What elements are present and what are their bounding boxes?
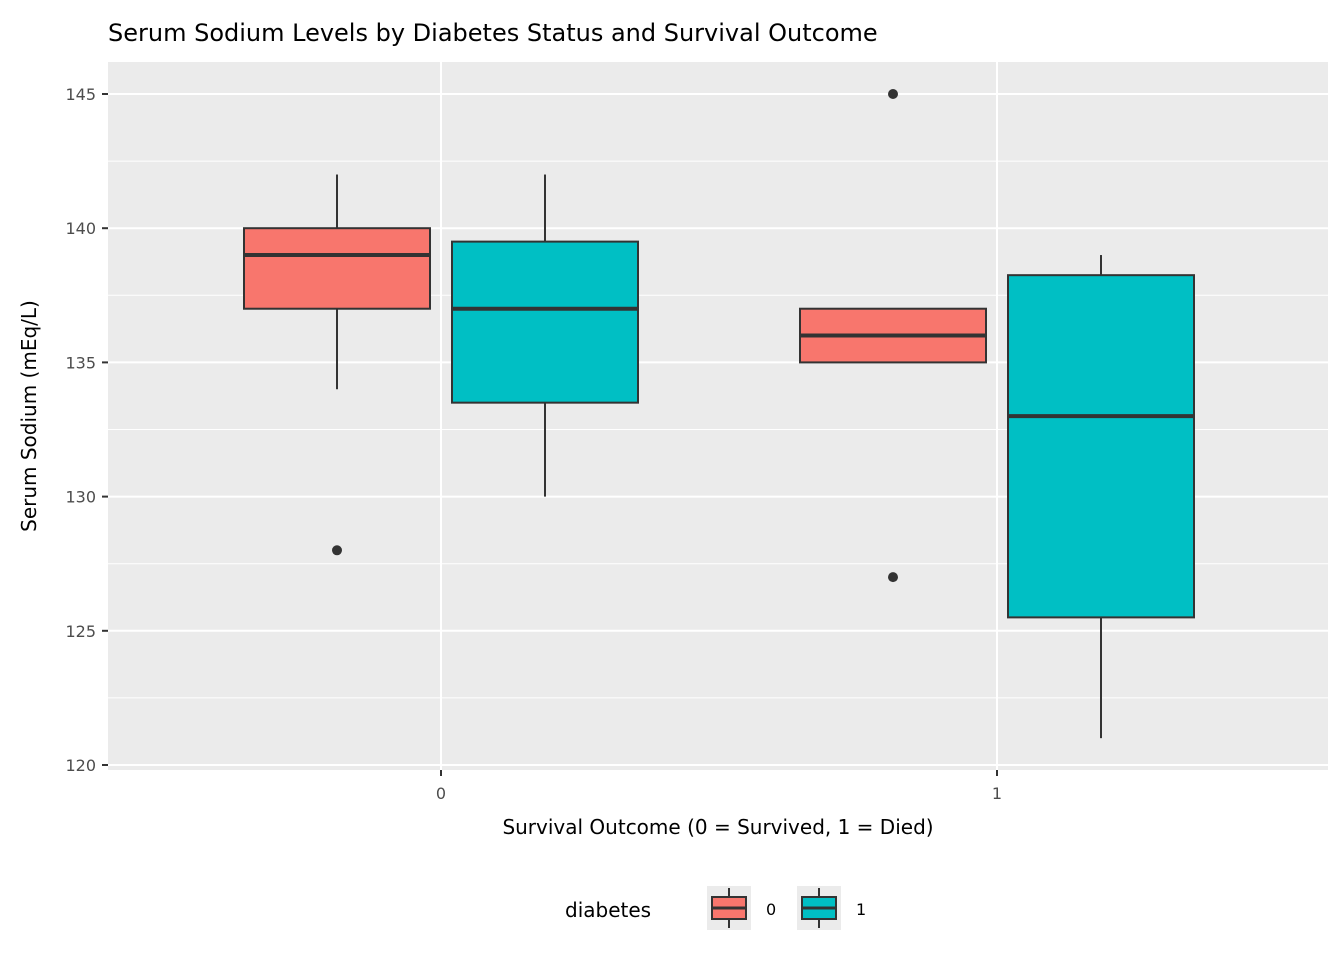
chart-title: Serum Sodium Levels by Diabetes Status a…: [108, 19, 878, 47]
y-tick-label: 140: [65, 219, 96, 238]
y-tick-label: 120: [65, 756, 96, 775]
outlier-point: [888, 89, 898, 99]
y-axis: 120 125 130 135 140 145: [65, 85, 108, 775]
y-tick-label: 125: [65, 622, 96, 641]
legend-label: 1: [856, 900, 866, 919]
box-1-0: [451, 174, 639, 497]
x-tick-label: 0: [436, 784, 446, 803]
legend-key-1: 1: [797, 886, 866, 930]
box: [451, 240, 639, 404]
box: [1007, 274, 1195, 619]
legend-key-0: 0: [707, 886, 776, 930]
y-axis-label: Serum Sodium (mEq/L): [17, 300, 41, 532]
legend-label: 0: [766, 900, 776, 919]
boxes: [243, 89, 1195, 739]
y-tick-label: 130: [65, 488, 96, 507]
legend: diabetes 0 1: [565, 886, 866, 930]
box-0-0: [243, 174, 431, 556]
y-tick-label: 135: [65, 353, 96, 372]
box: [243, 227, 431, 310]
outlier-point: [888, 572, 898, 583]
x-tick-label: 1: [992, 784, 1002, 803]
box-0-1: [799, 89, 987, 583]
outlier-point: [332, 545, 342, 556]
box-1-1: [1007, 255, 1195, 739]
x-axis-label: Survival Outcome (0 = Survived, 1 = Died…: [502, 815, 933, 839]
y-tick-label: 145: [65, 85, 96, 104]
legend-title: diabetes: [565, 898, 651, 922]
